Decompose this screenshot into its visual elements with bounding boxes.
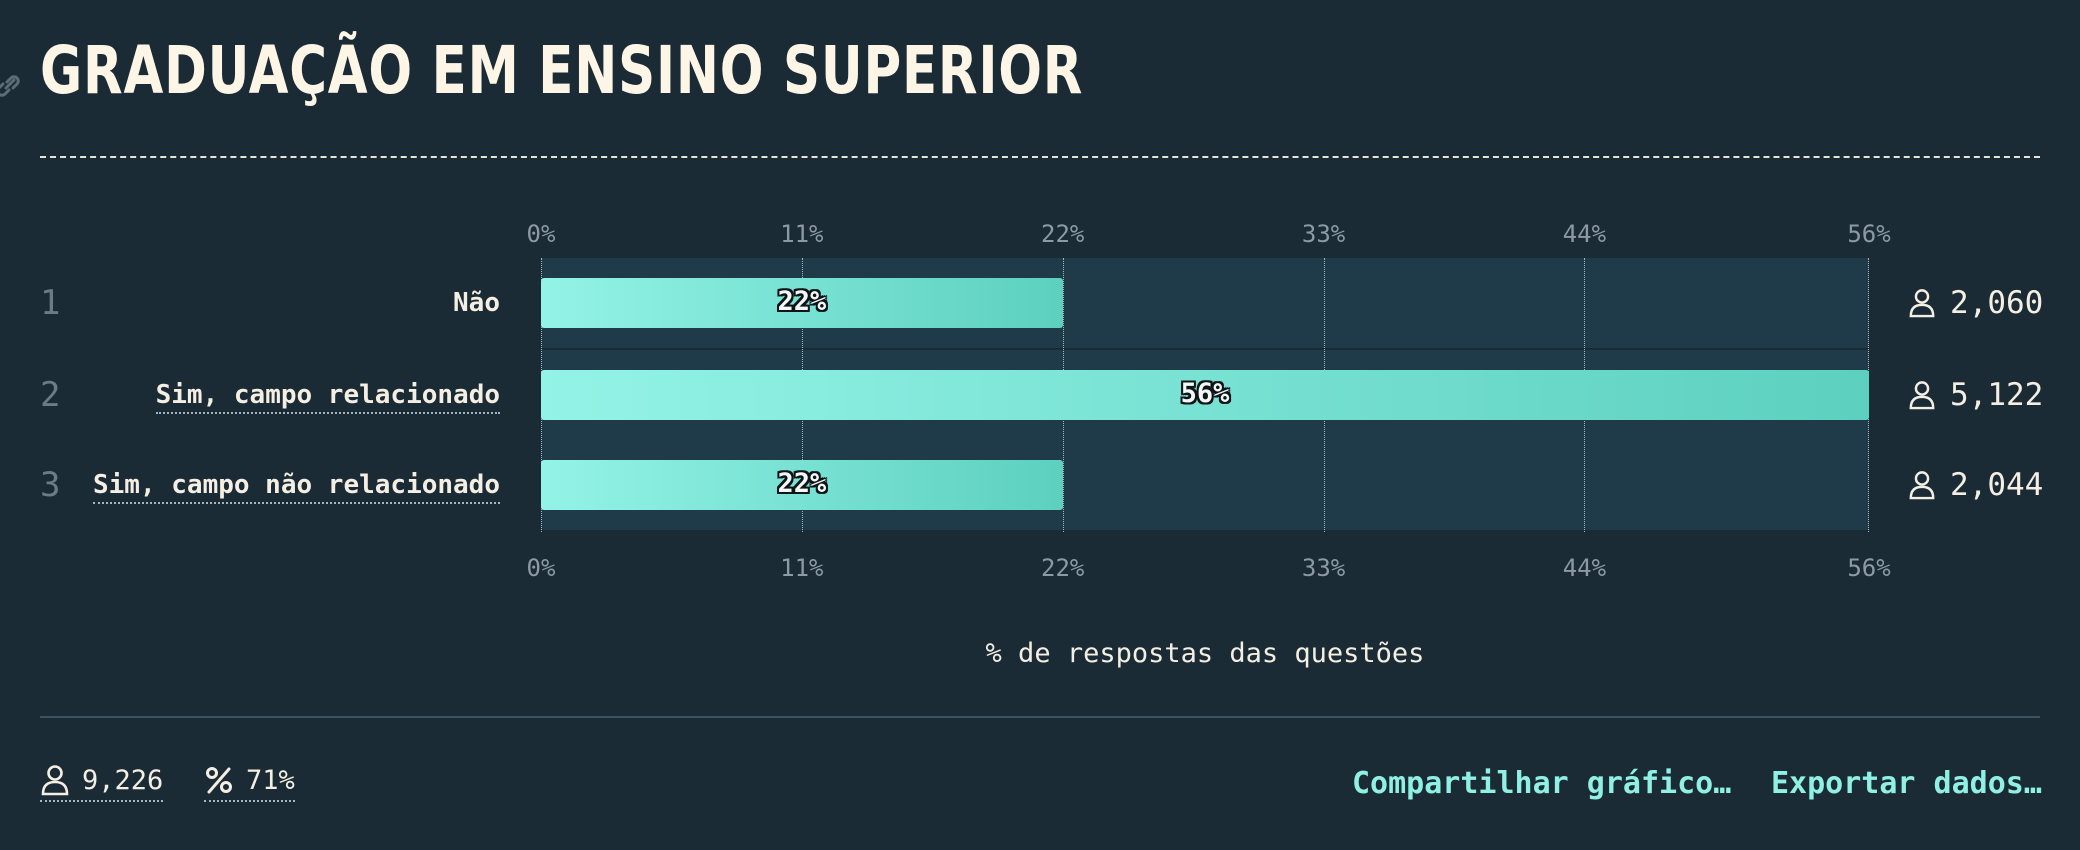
response-rate-value: 71%	[246, 764, 295, 796]
bar[interactable]	[541, 460, 1063, 510]
x-tick-label-top: 33%	[1301, 220, 1346, 248]
x-tick-label-top: 0%	[526, 220, 556, 248]
percent-icon	[206, 767, 232, 794]
x-tick-label-bottom: 22%	[1041, 554, 1085, 582]
x-tick-label-top: 22%	[1041, 220, 1085, 248]
title-divider	[40, 156, 2040, 158]
category-label[interactable]: Sim, campo relacionado	[155, 370, 500, 420]
share-chart-link[interactable]: Compartilhar gráfico…	[1352, 766, 1732, 801]
x-tick-label-bottom: 11%	[780, 554, 824, 582]
respondents-stat[interactable]: 9,226	[40, 764, 164, 802]
row-count: 2,044	[1908, 460, 2043, 510]
person-icon	[41, 765, 69, 796]
category-label: Não	[453, 288, 500, 318]
x-tick-label-top: 56%	[1847, 220, 1891, 248]
row-number: 1	[40, 283, 61, 323]
bar-data-label: 56%	[1180, 378, 1230, 409]
chart-title: GRADUAÇÃO EM ENSINO SUPERIOR	[40, 32, 1084, 109]
category-label[interactable]: Sim, campo não relacionado	[93, 460, 500, 510]
x-tick-label-top: 44%	[1562, 220, 1607, 248]
bar[interactable]	[541, 278, 1063, 328]
x-tick-label-top: 11%	[780, 220, 824, 248]
link-icon[interactable]	[0, 72, 22, 100]
person-icon	[1909, 289, 1935, 318]
response-rate-stat[interactable]: 71%	[204, 764, 295, 802]
row-count: 2,060	[1908, 278, 2043, 328]
x-tick-label-bottom: 44%	[1562, 554, 1607, 582]
bar-data-label: 22%	[777, 286, 827, 317]
x-tick-label-bottom: 56%	[1847, 554, 1891, 582]
footer-divider	[40, 716, 2040, 718]
respondents-count: 9,226	[82, 764, 164, 796]
row-count-value: 2,060	[1950, 285, 2044, 321]
row-count: 5,122	[1908, 370, 2043, 420]
x-tick-label-bottom: 0%	[526, 554, 556, 582]
person-icon	[1909, 381, 1935, 410]
x-tick-label-bottom: 33%	[1301, 554, 1346, 582]
row-count-value: 2,044	[1950, 467, 2044, 503]
x-axis-title: % de respostas das questões	[985, 638, 1425, 669]
person-icon	[1909, 471, 1935, 500]
row-number: 2	[40, 375, 61, 415]
bar-chart-plot: 22% 56% 22%	[541, 258, 1869, 532]
bar-data-label: 22%	[777, 468, 827, 499]
export-data-link[interactable]: Exportar dados…	[1771, 766, 2042, 801]
bar[interactable]	[541, 370, 1869, 420]
row-number: 3	[40, 465, 61, 505]
row-count-value: 5,122	[1950, 377, 2044, 413]
